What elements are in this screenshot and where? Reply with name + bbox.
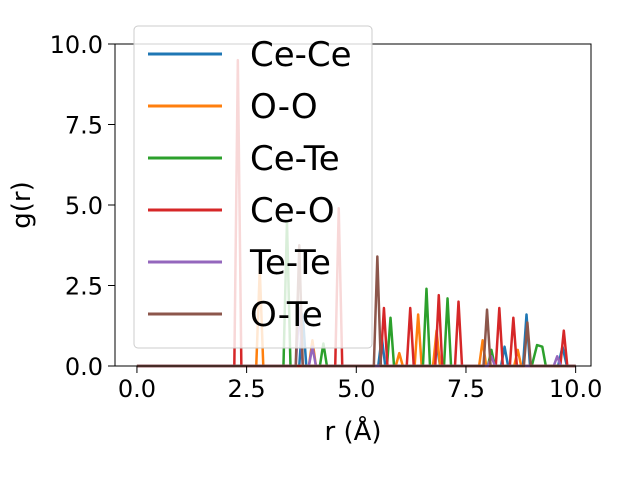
x-tick-label: 10.0 bbox=[549, 375, 602, 403]
y-tick-label: 2.5 bbox=[65, 273, 103, 301]
y-tick-label: 7.5 bbox=[65, 112, 103, 140]
x-tick-label: 7.5 bbox=[447, 375, 485, 403]
x-tick-label: 0.0 bbox=[118, 375, 156, 403]
legend-label-o-o: O-O bbox=[250, 87, 318, 127]
legend-label-ce-o: Ce-O bbox=[250, 191, 335, 231]
x-tick-label: 2.5 bbox=[228, 375, 266, 403]
y-tick-label: 10.0 bbox=[50, 31, 103, 59]
x-axis-label: r (Å) bbox=[324, 415, 381, 447]
y-tick-label: 5.0 bbox=[65, 192, 103, 220]
legend-label-o-te: O-Te bbox=[250, 295, 323, 335]
axis-layer: 0.0 2.5 5.0 7.5 10.0 0.0 2.5 5.0 7.5 10.0 bbox=[50, 31, 603, 403]
legend-label-ce-ce: Ce-Ce bbox=[250, 35, 352, 75]
legend-label-ce-te: Ce-Te bbox=[250, 139, 340, 179]
y-tick-label: 0.0 bbox=[65, 353, 103, 381]
y-axis-label: g(r) bbox=[7, 181, 37, 228]
x-tick-label: 5.0 bbox=[337, 375, 375, 403]
legend: Ce-Ce O-O Ce-Te Ce-O Te-Te O-Te bbox=[133, 25, 373, 349]
legend-label-te-te: Te-Te bbox=[249, 243, 331, 283]
